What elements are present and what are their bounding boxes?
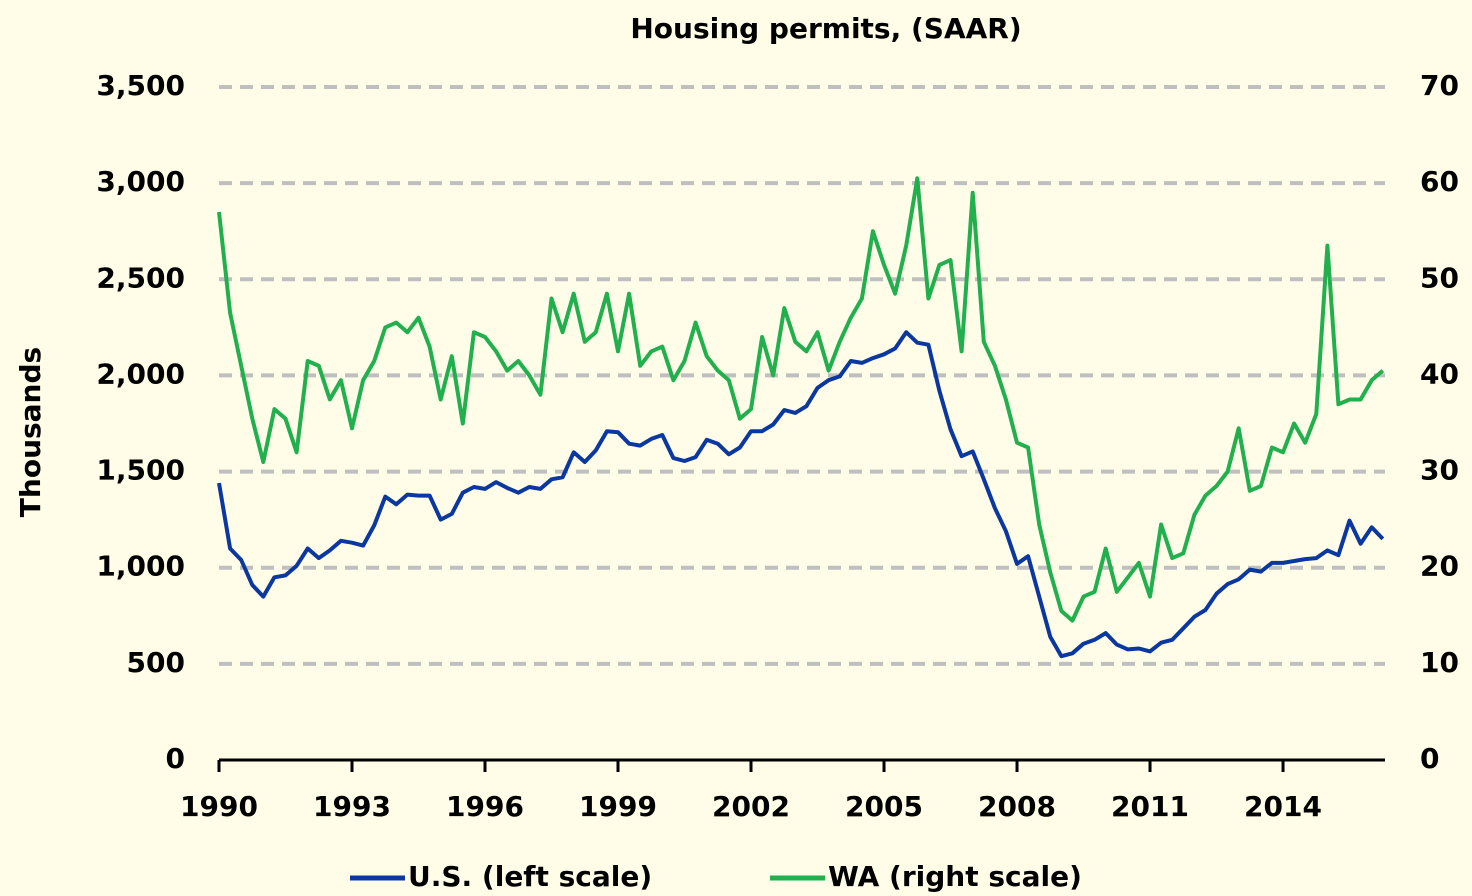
y2-tick-label: 50 [1420, 261, 1459, 294]
x-tick-label: 2014 [1244, 790, 1322, 823]
y-tick-label: 1,500 [96, 454, 185, 487]
chart-title: Housing permits, (SAAR) [630, 12, 1021, 45]
legend-label: U.S. (left scale) [408, 860, 652, 893]
y2-tick-label: 10 [1420, 646, 1459, 679]
y-tick-label: 500 [127, 646, 185, 679]
x-tick-label: 2002 [712, 790, 790, 823]
y2-tick-label: 20 [1420, 550, 1459, 583]
y-axis-title: Thousands [14, 347, 47, 517]
x-tick-label: 2011 [1111, 790, 1189, 823]
x-tick-label: 2005 [845, 790, 923, 823]
legend-label: WA (right scale) [828, 860, 1082, 893]
y-tick-label: 1,000 [96, 550, 185, 583]
series-line [217, 330, 1385, 659]
series-line [217, 176, 1385, 623]
x-tick-label: 1996 [446, 790, 524, 823]
y-tick-label: 2,500 [96, 261, 185, 294]
y2-tick-label: 70 [1420, 69, 1459, 102]
x-tick-label: 1993 [313, 790, 391, 823]
x-tick-label: 1990 [180, 790, 258, 823]
y-tick-label: 3,500 [96, 69, 185, 102]
y2-tick-label: 30 [1420, 454, 1459, 487]
x-tick-label: 2008 [978, 790, 1056, 823]
y-tick-label: 3,000 [96, 165, 185, 198]
y2-tick-label: 40 [1420, 357, 1459, 390]
y-tick-label: 0 [166, 742, 185, 775]
y2-tick-label: 60 [1420, 165, 1459, 198]
y2-tick-label: 0 [1420, 742, 1439, 775]
x-tick-label: 1999 [579, 790, 657, 823]
y-tick-label: 2,000 [96, 357, 185, 390]
